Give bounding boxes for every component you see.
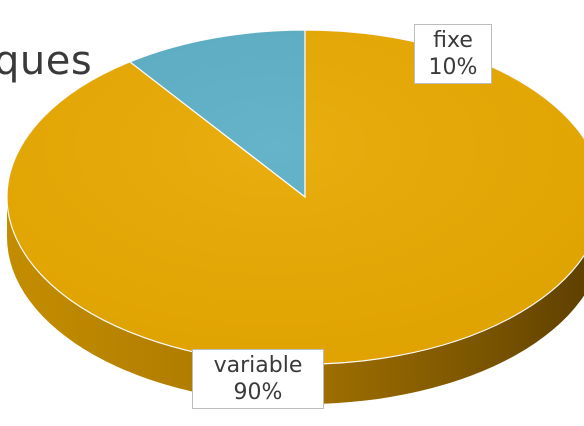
- pie-top-shade: [7, 30, 584, 364]
- data-label-fixe-name: fixe: [433, 28, 473, 53]
- pie-top-surface: [6, 29, 584, 365]
- data-label-fixe: fixe 10%: [414, 24, 492, 84]
- data-label-fixe-value: 10%: [428, 55, 478, 80]
- data-label-variable-value: 90%: [233, 380, 283, 405]
- pie-side-wall: [7, 197, 584, 404]
- data-label-variable-name: variable: [213, 353, 303, 378]
- chart-title-fragment: ques: [0, 38, 93, 84]
- pie-side-wall-shape: [7, 197, 584, 404]
- data-label-variable: variable 90%: [192, 349, 324, 409]
